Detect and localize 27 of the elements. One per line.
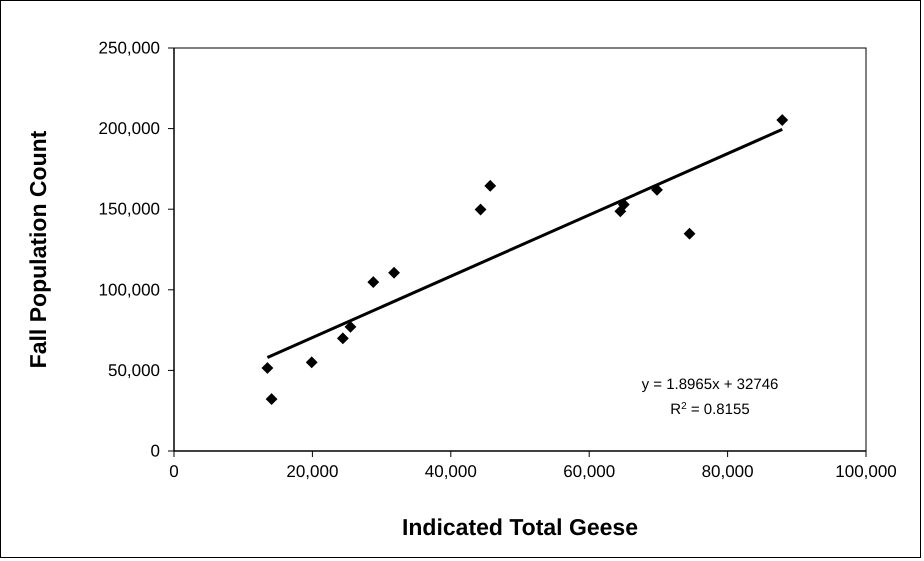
y-tick-label: 200,000 [98, 119, 160, 138]
point [388, 266, 400, 279]
point [484, 180, 496, 192]
x-axis-title: Indicated Total Geese [402, 514, 638, 540]
y-tick-label: 0 [150, 441, 160, 460]
x-tick-label: 80,000 [702, 462, 754, 482]
point [684, 228, 696, 240]
point [306, 356, 318, 368]
x-tick-label: 40,000 [424, 462, 477, 482]
x-tick-label: 100,000 [835, 462, 897, 482]
point [266, 393, 278, 406]
x-tick-label: 20,000 [286, 462, 338, 482]
y-tick-label: 250,000 [98, 38, 160, 58]
annotation: y = 1.8965x + 32746 [642, 376, 778, 393]
point [474, 204, 486, 216]
point [262, 362, 274, 374]
y-axis-title: Fall Population Count [25, 130, 51, 368]
x-tick-label: 0 [169, 462, 179, 482]
y-tick-label: 50,000 [108, 360, 160, 380]
annotation: R$^{2}$ = 0.8155 [670, 400, 750, 418]
point [344, 320, 356, 333]
point [367, 276, 380, 288]
point [776, 114, 788, 126]
point [336, 332, 349, 344]
y-tick-label: 100,000 [98, 280, 160, 300]
x-tick-label: 60,000 [563, 462, 616, 482]
y-tick-label: 150,000 [98, 200, 160, 219]
